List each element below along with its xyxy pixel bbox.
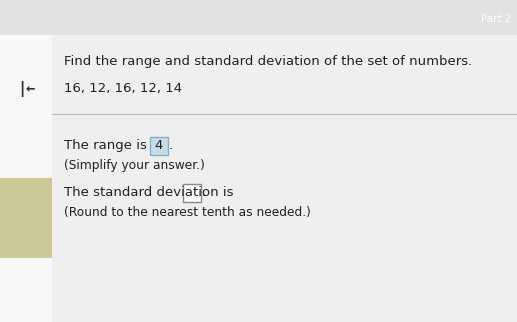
Bar: [0, 178, 52, 258]
Text: 4: 4: [155, 139, 163, 152]
Text: .: .: [202, 186, 206, 199]
Text: .: .: [169, 139, 173, 152]
Text: Part 2: Part 2: [481, 14, 512, 24]
Bar: [52, 35, 517, 322]
Text: Find the range and standard deviation of the set of numbers.: Find the range and standard deviation of…: [64, 55, 472, 68]
Text: |←: |←: [17, 81, 35, 97]
Text: The range is: The range is: [64, 139, 151, 152]
Text: (Simplify your answer.): (Simplify your answer.): [64, 158, 205, 172]
FancyBboxPatch shape: [183, 184, 201, 202]
Text: The standard deviation is: The standard deviation is: [64, 186, 238, 199]
Text: (Round to the nearest tenth as needed.): (Round to the nearest tenth as needed.): [64, 206, 311, 219]
Bar: [0, 35, 52, 322]
FancyBboxPatch shape: [150, 137, 168, 155]
Text: 16, 12, 16, 12, 14: 16, 12, 16, 12, 14: [64, 82, 182, 95]
